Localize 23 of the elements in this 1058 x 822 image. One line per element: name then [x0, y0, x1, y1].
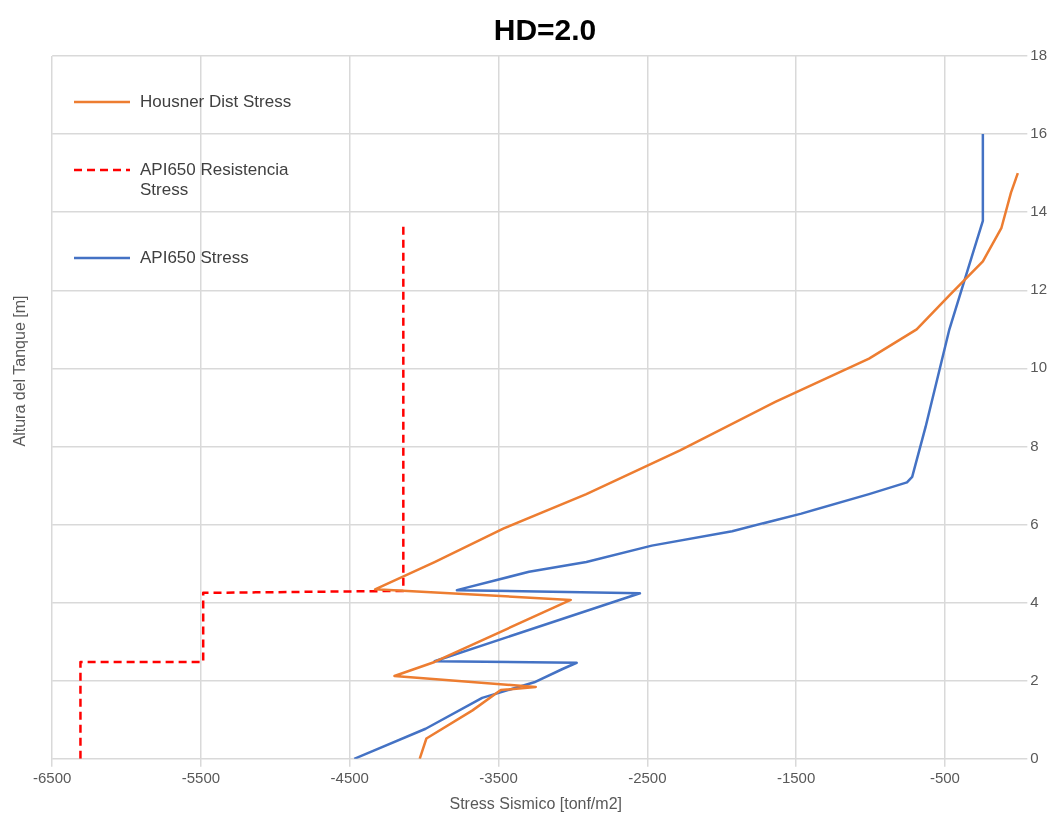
x-tick-label: -6500 — [32, 768, 72, 786]
y-axis-title: Altura del Tanque [m] — [11, 295, 29, 447]
y-tick-label: 2 — [1030, 670, 1039, 688]
chart-title: HD=2.0 — [493, 13, 597, 47]
y-tick-label: 4 — [1030, 592, 1039, 610]
x-tick-label: -500 — [929, 768, 960, 786]
x-tick-label: -5500 — [181, 768, 221, 786]
y-tick-label: 12 — [1030, 280, 1047, 298]
x-tick-label: -4500 — [330, 768, 369, 786]
x-axis-title: Stress Sismico [tonf/m2] — [449, 794, 622, 812]
y-tick-label: 14 — [1030, 202, 1047, 220]
y-tick-label: 16 — [1030, 124, 1047, 142]
y-tick-label: 0 — [1030, 748, 1039, 766]
y-tick-label: 10 — [1030, 358, 1047, 376]
x-tick-label: -2500 — [628, 768, 667, 786]
legend-label: API650 Stress — [140, 248, 249, 268]
legend-label: Housner Dist Stress — [140, 92, 292, 112]
y-tick-label: 6 — [1030, 514, 1039, 532]
y-tick-label: 8 — [1030, 436, 1039, 454]
x-tick-label: -3500 — [479, 768, 518, 786]
x-tick-label: -1500 — [776, 768, 816, 786]
y-tick-label: 18 — [1030, 46, 1047, 64]
legend-label: API650 Resistencia Stress — [140, 160, 290, 200]
